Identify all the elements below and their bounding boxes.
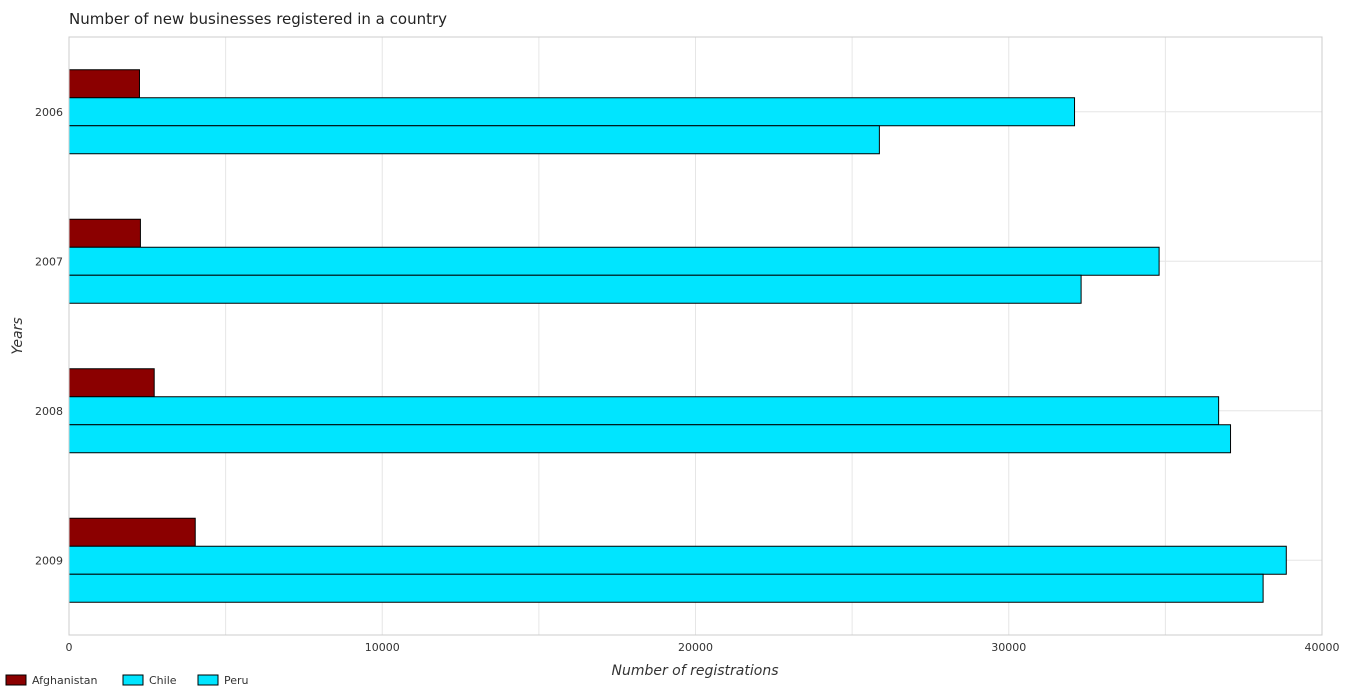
bar-peru-2007 — [68, 274, 1082, 304]
bar-afghanistan-2009 — [68, 517, 196, 547]
x-ticks: 0 10000 20000 30000 40000 — [66, 641, 1340, 654]
x-tick-label: 0 — [66, 641, 73, 654]
bar-peru-2006 — [68, 125, 880, 155]
y-tick-label: 2007 — [35, 255, 63, 268]
bar-afghanistan-2008 — [68, 368, 155, 398]
bar-chile-2007 — [68, 246, 1160, 276]
x-tick-label: 10000 — [365, 641, 400, 654]
plot-frame — [68, 36, 1323, 636]
legend-swatch-peru — [197, 674, 219, 686]
bar-peru-2008 — [68, 424, 1232, 454]
legend-label-peru: Peru — [224, 674, 249, 687]
chart-title: Number of new businesses registered in a… — [69, 10, 447, 28]
bar-peru-2009 — [68, 573, 1264, 603]
x-tick-label: 40000 — [1305, 641, 1340, 654]
x-tick-label: 30000 — [991, 641, 1026, 654]
bar-afghanistan-2006 — [68, 69, 140, 99]
x-tick-label: 20000 — [678, 641, 713, 654]
x-axis-label: Number of registrations — [611, 663, 778, 679]
y-tick-label: 2009 — [35, 554, 63, 567]
y-ticks: 2006 2007 2008 2009 — [35, 106, 63, 568]
bar-chile-2006 — [68, 97, 1076, 127]
legend-label-afghanistan: Afghanistan — [32, 674, 98, 687]
legend-label-chile: Chile — [149, 674, 177, 687]
legend-swatch-afghanistan — [5, 674, 27, 686]
legend: Afghanistan Chile Peru — [5, 674, 249, 687]
y-tick-label: 2008 — [35, 405, 63, 418]
bar-chile-2008 — [68, 396, 1220, 426]
bar-chile-2009 — [68, 545, 1287, 575]
legend-swatch-chile — [122, 674, 144, 686]
y-axis-label: Years — [10, 317, 26, 354]
y-tick-label: 2006 — [35, 106, 63, 119]
bar-afghanistan-2007 — [68, 218, 141, 248]
bars — [68, 69, 1287, 603]
